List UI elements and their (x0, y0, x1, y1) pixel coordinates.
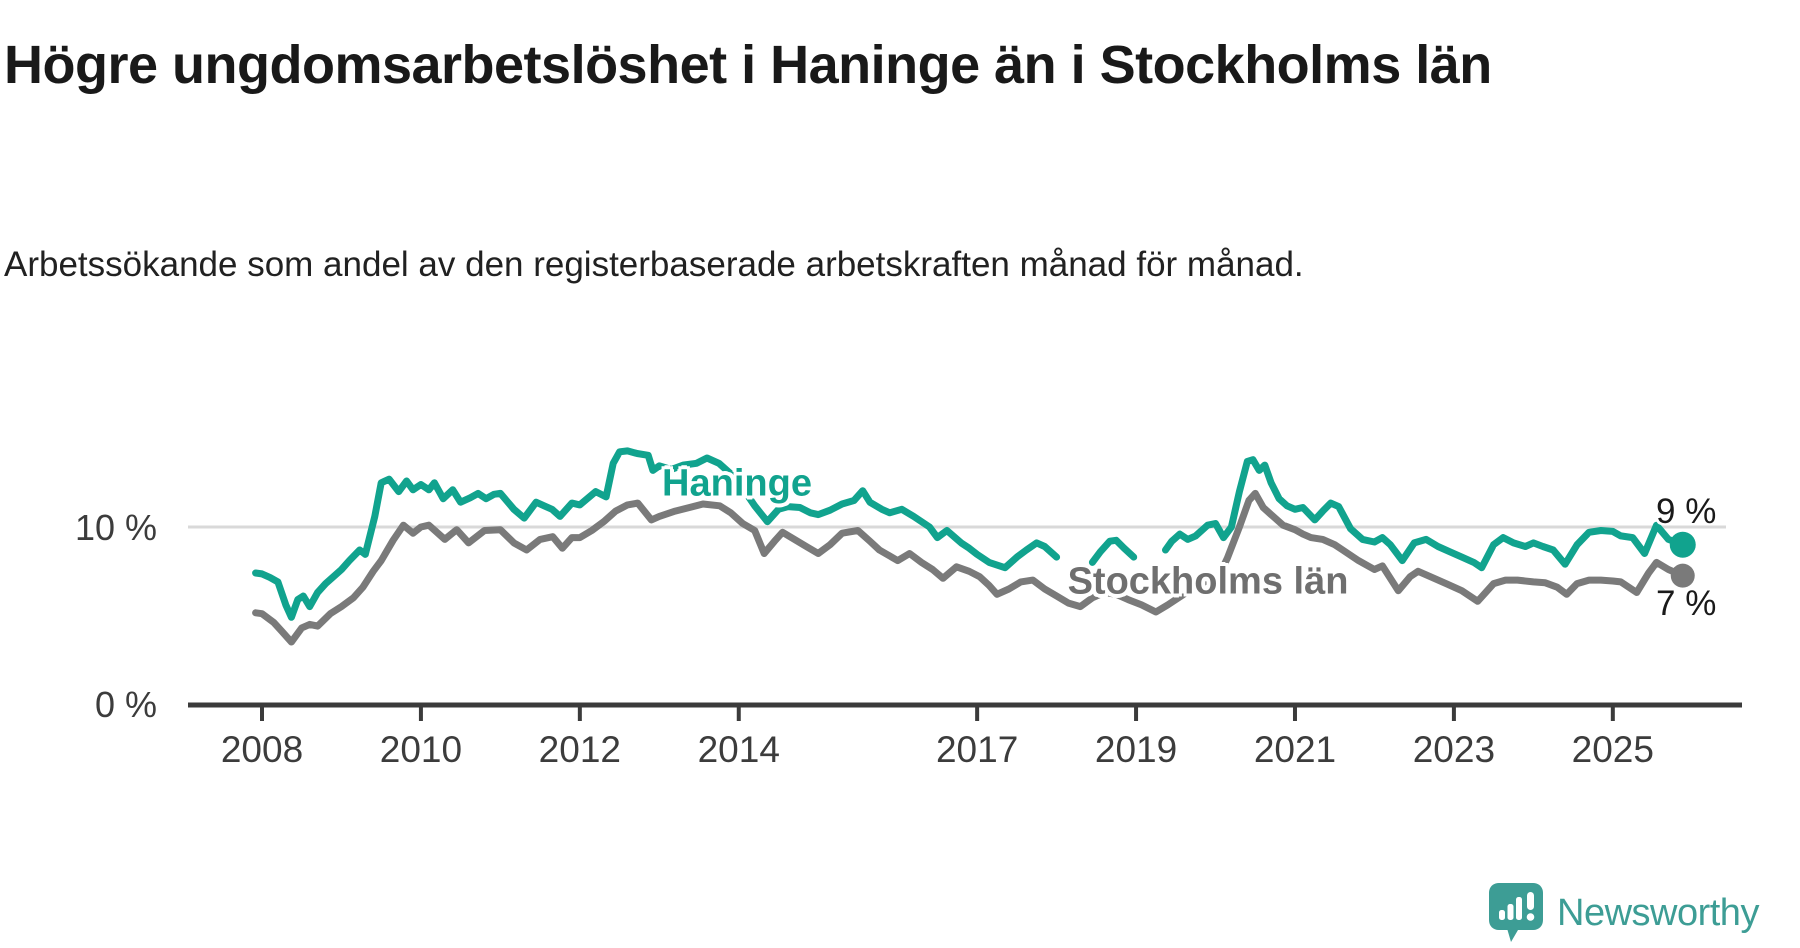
x-tick-label-2025: 2025 (1571, 729, 1654, 770)
stockholms-lan-series-label: Stockholms län (1067, 560, 1349, 603)
x-tick-label-2010: 2010 (379, 729, 463, 770)
haninge-end-value-label: 9 % (1656, 492, 1717, 531)
x-tick-label-2021: 2021 (1253, 729, 1337, 770)
stockholms-lan-end-value-label: 7 % (1656, 584, 1717, 623)
haninge-line-segment-2 (1088, 536, 1138, 566)
newsworthy-logo-icon (1489, 883, 1543, 942)
x-tick-label-2008: 2008 (220, 729, 304, 770)
stockholms-lan-end-dot (1670, 563, 1695, 588)
haninge-end-dot (1669, 531, 1696, 558)
haninge-line-segment-1 (252, 447, 1061, 621)
page-title: Högre ungdomsarbetslöshet i Haninge än i… (4, 35, 1492, 96)
x-tick-label-2019: 2019 (1094, 729, 1178, 770)
y-axis-label-0: 0 % (94, 684, 157, 725)
x-tick-label-2012: 2012 (538, 729, 621, 770)
haninge-line-segment-3 (1162, 456, 1687, 572)
x-tick-label-2023: 2023 (1412, 729, 1496, 770)
newsworthy-logo: Newsworthy (1488, 882, 1759, 944)
newsworthy-logo-text: Newsworthy (1557, 891, 1759, 934)
x-tick-label-2017: 2017 (935, 729, 1019, 770)
x-tick-label-2014: 2014 (697, 729, 780, 770)
haninge-series-label: Haninge (662, 462, 812, 505)
chart-subtitle: Arbetssökande som andel av den registerb… (4, 245, 1304, 284)
stockholms-lan-line-segment-1 (252, 489, 1687, 646)
y-axis-label-10: 10 % (74, 507, 157, 548)
